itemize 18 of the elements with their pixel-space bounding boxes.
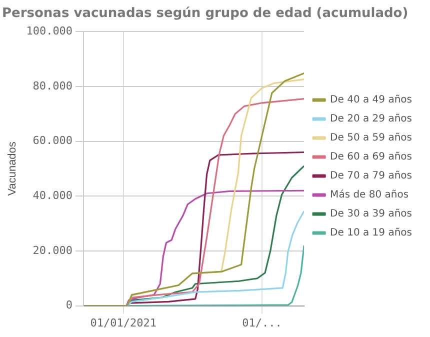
y-tick-label: 80.000 (32, 79, 73, 92)
legend-label: De 70 a 79 años (330, 170, 412, 182)
legend-label: De 50 a 59 años (330, 132, 412, 144)
legend-label: Más de 80 años (330, 190, 409, 201)
legend-label: De 20 a 29 años (330, 114, 412, 125)
y-tick-label: 20.000 (32, 244, 73, 257)
x-tick-label: 01/... (242, 316, 282, 330)
chart-title: Personas vacunadas según grupo de edad (acumulado) (2, 6, 408, 22)
legend-label: De 30 a 39 años (330, 208, 412, 220)
legend-label: De 40 a 49 años (330, 94, 412, 106)
y-tick-label: 40.000 (32, 188, 73, 202)
y-tick-label: 0 (66, 298, 73, 312)
y-tick-label: 60.000 (32, 134, 73, 148)
x-tick-label: 01/01/2021 (90, 316, 156, 330)
y-axis-title: Vacunados (6, 141, 19, 196)
legend-label: De 60 a 69 años (330, 152, 412, 163)
y-tick-label: 100.000 (26, 24, 73, 38)
legend-label: De 10 a 19 años (330, 228, 412, 239)
